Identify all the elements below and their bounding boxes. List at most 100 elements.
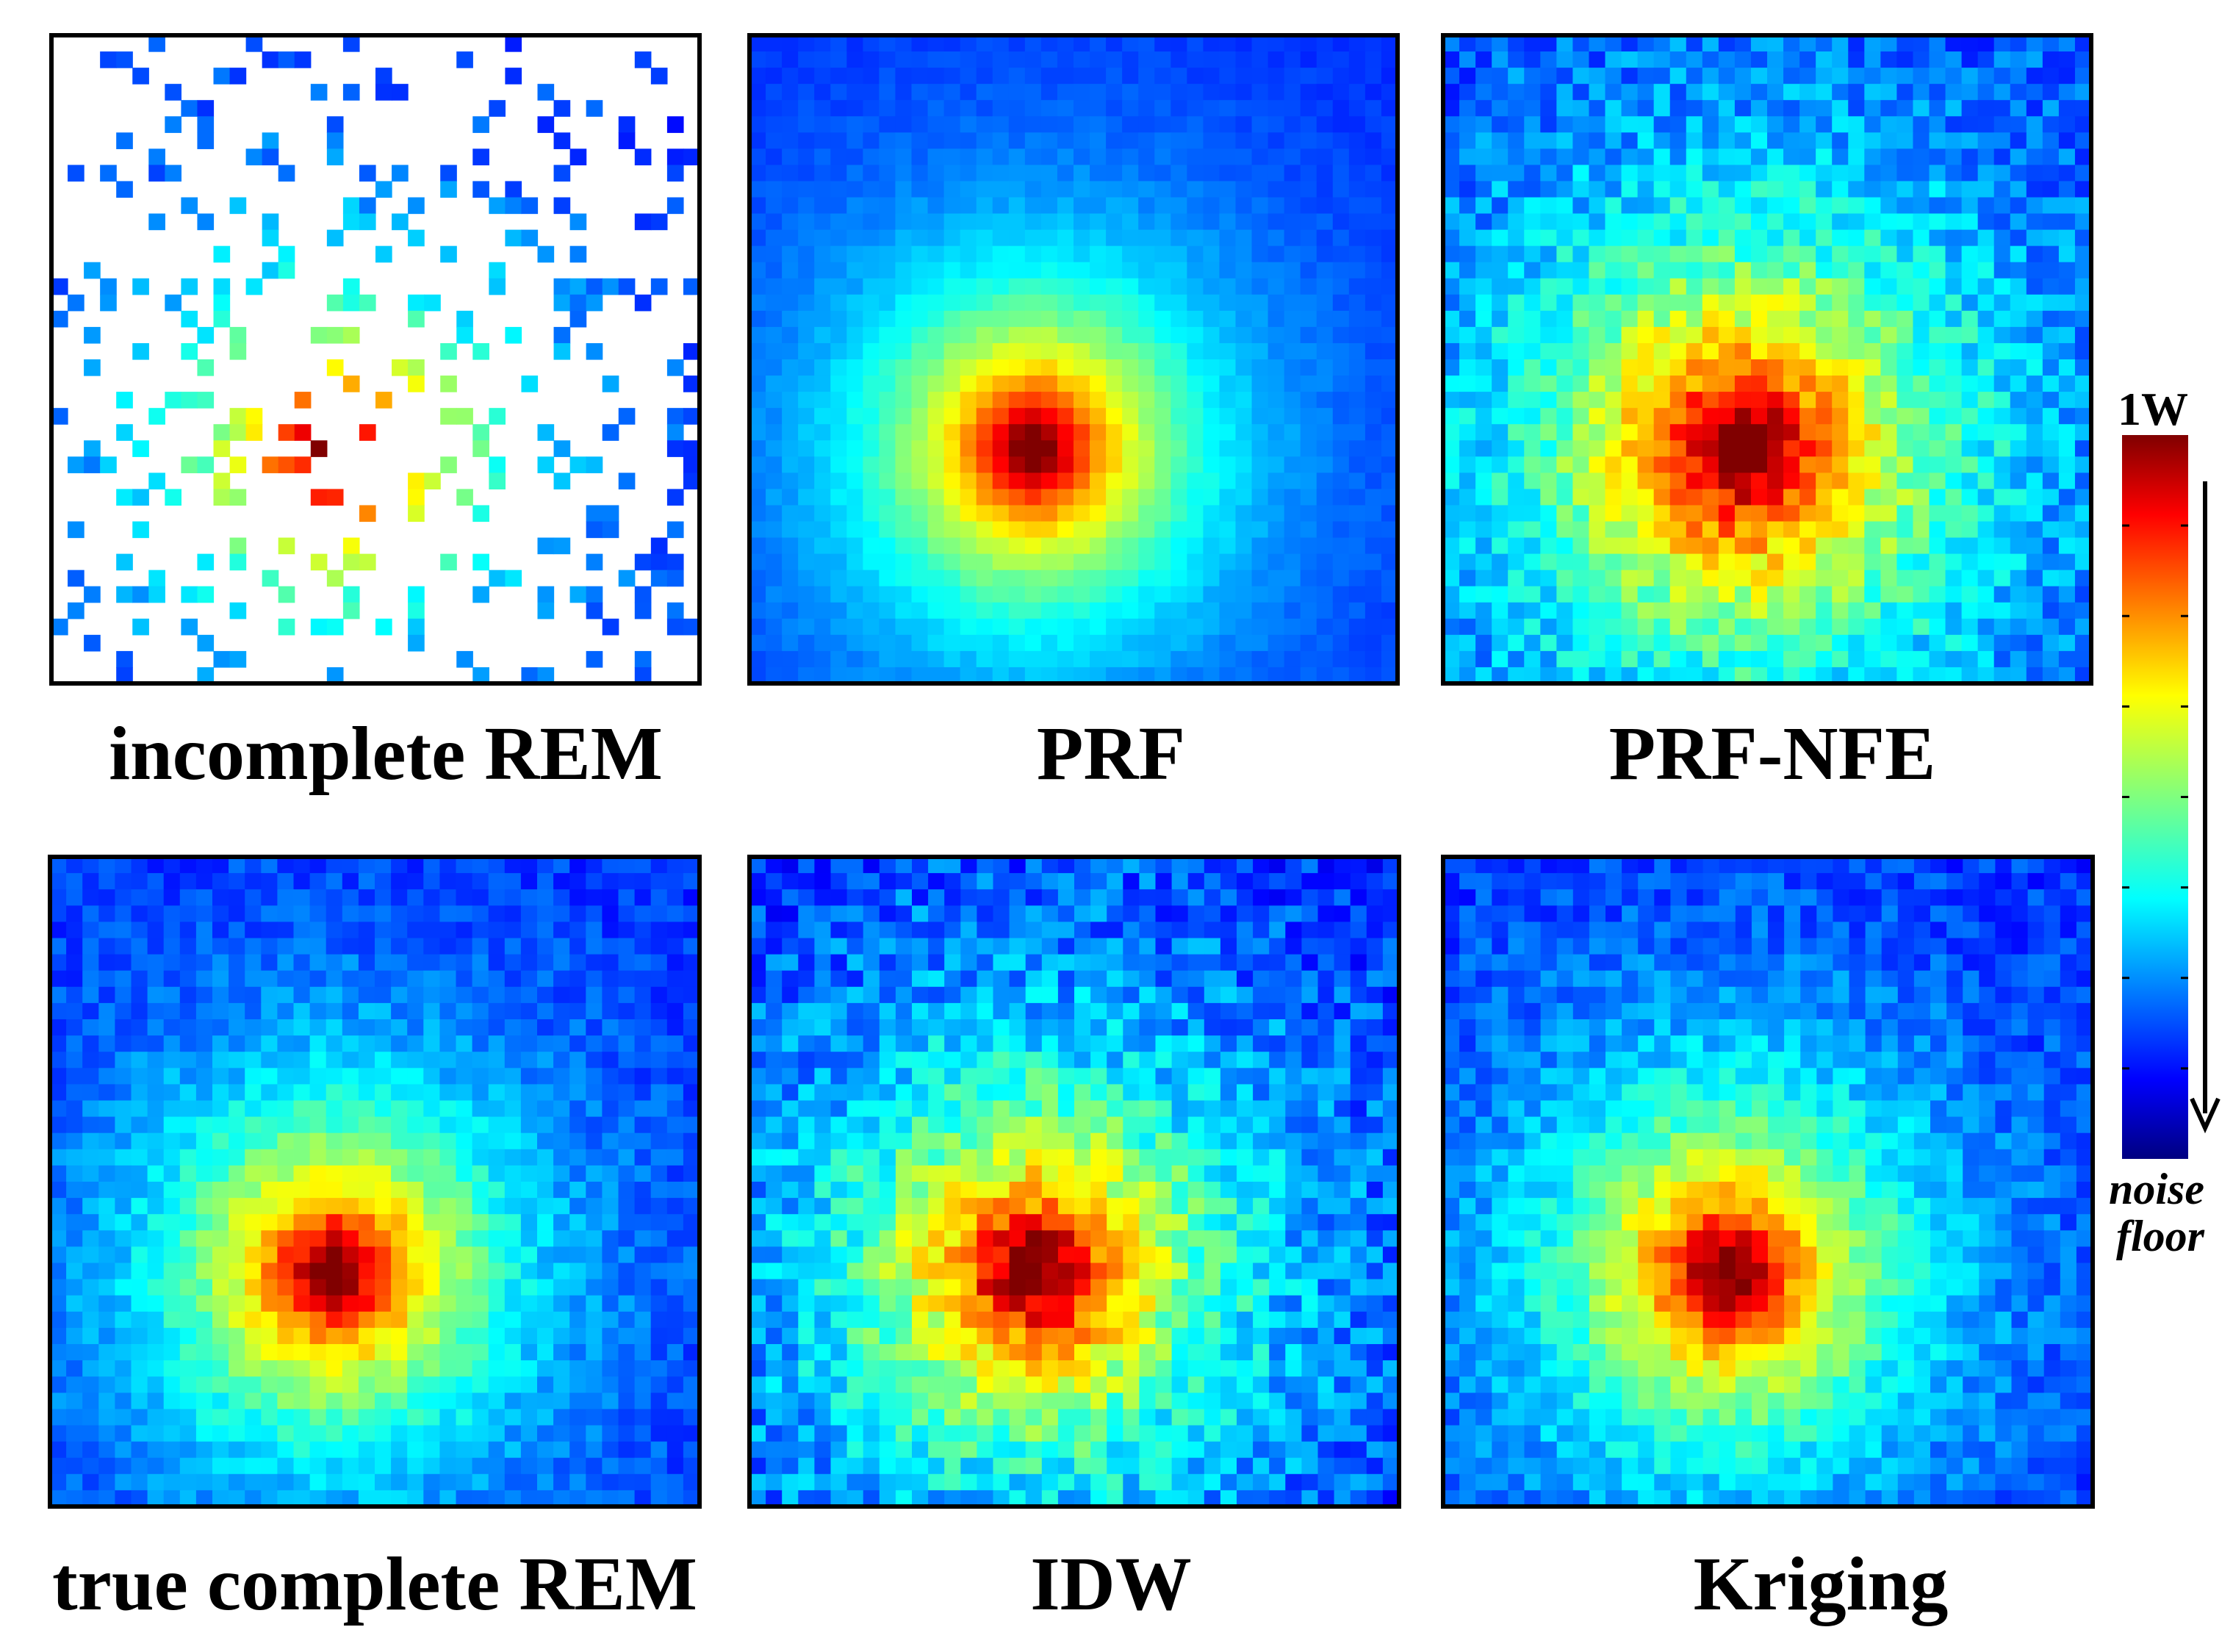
heatmap-cell	[1572, 132, 1590, 149]
heatmap-cell	[1381, 408, 1398, 425]
heatmap-cell	[1219, 148, 1237, 165]
heatmap-cell	[1219, 376, 1237, 392]
heatmap-cell	[618, 132, 636, 149]
heatmap-cell	[1251, 262, 1269, 279]
heatmap-cell	[2058, 392, 2076, 409]
heatmap-cell	[1524, 278, 1541, 295]
heatmap-cell	[1864, 148, 1881, 165]
heatmap-cell	[1316, 213, 1334, 231]
heatmap-cell	[50, 905, 67, 922]
heatmap-cell	[1187, 537, 1204, 555]
heatmap-cell	[1187, 424, 1204, 441]
heatmap-cell	[537, 1002, 554, 1020]
heatmap-cell	[423, 857, 440, 874]
heatmap-cell	[293, 938, 311, 955]
heatmap-cell	[1540, 618, 1557, 636]
heatmap-cell	[879, 667, 896, 684]
heatmap-cell	[261, 970, 278, 988]
heatmap-cell	[830, 650, 847, 668]
heatmap-cell	[749, 521, 766, 539]
heatmap-cell	[1475, 245, 1492, 263]
heatmap-cell	[262, 132, 279, 149]
heatmap-cell	[1008, 229, 1026, 247]
heatmap-cell	[326, 1393, 343, 1409]
heatmap-cell	[943, 181, 961, 198]
heatmap-cell	[650, 1084, 668, 1102]
heatmap-cell	[586, 1149, 603, 1166]
heatmap-cell	[846, 586, 863, 603]
heatmap-cell	[245, 1376, 262, 1393]
heatmap-cell	[1057, 100, 1074, 117]
heatmap-cell	[1040, 586, 1058, 603]
heatmap-cell	[1106, 116, 1123, 133]
heatmap-cell	[569, 456, 587, 473]
heatmap-cell	[960, 456, 977, 473]
heatmap-cell	[1203, 116, 1220, 133]
heatmap-cell	[408, 586, 425, 603]
heatmap-cell	[1138, 505, 1155, 522]
heatmap-cell	[326, 1084, 343, 1102]
heatmap-cell	[1686, 667, 1703, 684]
heatmap-cell	[1589, 310, 1606, 328]
heatmap-cell	[245, 1360, 262, 1377]
heatmap-cell	[1332, 359, 1350, 376]
heatmap-cell	[749, 505, 766, 522]
heatmap-cell	[1702, 294, 1719, 312]
heatmap-cell	[830, 148, 847, 165]
heatmap-cell	[863, 148, 880, 165]
heatmap-cell	[147, 1100, 165, 1118]
heatmap-cell	[1783, 278, 1800, 295]
heatmap-cell	[798, 165, 815, 182]
heatmap-cell	[1235, 326, 1253, 344]
heatmap-cell	[1767, 521, 1784, 539]
heatmap-cell	[1816, 245, 1833, 263]
heatmap-cell	[212, 1149, 229, 1166]
heatmap-cell	[1929, 359, 1946, 376]
heatmap-cell	[666, 165, 684, 182]
heatmap-cell	[1524, 618, 1541, 636]
heatmap-cell	[537, 84, 555, 101]
heatmap-cell	[278, 245, 295, 263]
heatmap-cell	[197, 586, 215, 603]
heatmap-cell	[195, 1198, 213, 1215]
heatmap-cell	[1848, 586, 1865, 603]
heatmap-cell	[537, 970, 554, 988]
heatmap-cell	[1540, 424, 1557, 441]
heatmap-cell	[195, 905, 213, 922]
heatmap-cell	[163, 970, 181, 988]
heatmap-cell	[1492, 473, 1509, 489]
heatmap-cell	[359, 197, 376, 215]
heatmap-cell	[749, 376, 766, 392]
heatmap-cell	[1057, 392, 1074, 409]
heatmap-cell	[650, 1165, 668, 1182]
heatmap-cell	[537, 1165, 554, 1182]
heatmap-cell	[456, 1214, 473, 1231]
heatmap-cell	[1332, 310, 1350, 328]
heatmap-cell	[358, 905, 375, 922]
heatmap-cell	[1475, 456, 1492, 473]
heatmap-cell	[782, 35, 799, 52]
heatmap-cell	[1074, 586, 1090, 603]
heatmap-cell	[1284, 326, 1301, 344]
heatmap-cell	[766, 294, 783, 312]
heatmap-cell	[1154, 634, 1171, 652]
heatmap-cell	[1977, 473, 1995, 489]
heatmap-cell	[1300, 440, 1317, 457]
heatmap-cell	[407, 1132, 424, 1150]
heatmap-cell	[472, 1165, 489, 1182]
heatmap-cell	[1219, 553, 1237, 571]
heatmap-cell	[569, 905, 586, 922]
heatmap-cell	[1235, 634, 1253, 652]
heatmap-cell	[1848, 165, 1865, 182]
heatmap-cell	[1589, 245, 1606, 263]
heatmap-cell	[1977, 100, 1995, 117]
heatmap-cell	[1572, 473, 1590, 489]
heatmap-cell	[147, 1393, 165, 1409]
heatmap-cell	[1945, 392, 1963, 409]
heatmap-cell	[798, 537, 815, 555]
heatmap-cell	[1154, 456, 1171, 473]
heatmap-cell	[1508, 473, 1525, 489]
heatmap-cell	[569, 1182, 586, 1199]
heatmap-cell	[504, 1327, 522, 1345]
heatmap-cell	[1848, 51, 1865, 68]
